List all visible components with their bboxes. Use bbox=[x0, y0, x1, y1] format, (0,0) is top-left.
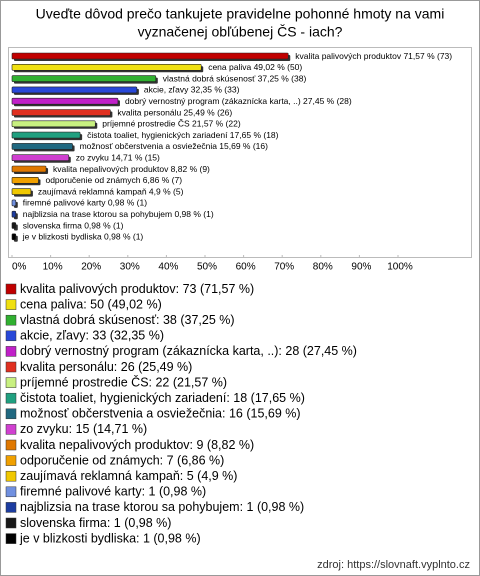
legend-label: odporučenie od známych: 7 (6,86 %) bbox=[20, 453, 224, 467]
legend-label: najblizsia na trase ktorou sa pohybujem:… bbox=[20, 500, 304, 514]
bar bbox=[11, 120, 96, 128]
legend-label: akcie, zľavy: 33 (32,35 %) bbox=[20, 329, 164, 343]
x-tick-label: 50% bbox=[197, 262, 217, 273]
legend-label: kvalita palivových produktov: 73 (71,57 … bbox=[20, 282, 254, 296]
bar-label: slovenska firma 0,98 % (1) bbox=[23, 220, 124, 230]
legend-label: je v blizkosti bydliska: 1 (0,98 %) bbox=[19, 531, 201, 545]
legend-swatch bbox=[5, 517, 17, 529]
bar bbox=[11, 52, 289, 60]
x-tick-label: 60% bbox=[236, 262, 256, 273]
legend-swatch bbox=[5, 533, 17, 544]
legend-swatch bbox=[5, 283, 17, 295]
bar-label: najblizsia na trase ktorou sa pohybujem … bbox=[23, 209, 214, 219]
x-tick-label: 10% bbox=[43, 262, 63, 273]
legend-label: cena paliva: 50 (49,02 %) bbox=[20, 297, 162, 311]
legend-label: slovenska firma: 1 (0,98 %) bbox=[20, 516, 171, 530]
x-tick-label: 0% bbox=[12, 262, 27, 273]
legend-swatch bbox=[5, 361, 17, 373]
legend-label: vlastná dobrá skúsenosť: 38 (37,25 %) bbox=[20, 313, 235, 327]
bar-label: kvalita palivových produktov 71,57 % (73… bbox=[295, 51, 452, 61]
legend-swatch bbox=[5, 346, 17, 357]
bar bbox=[11, 143, 73, 150]
x-tick-label: 90% bbox=[351, 262, 371, 273]
bar-label: kvalita personálu 25,49 % (26) bbox=[117, 107, 232, 117]
bar bbox=[11, 177, 39, 184]
bar-label: je v blizkosti bydliska 0,98 % (1) bbox=[22, 232, 144, 242]
bar-label: cena paliva 49,02 % (50) bbox=[208, 62, 302, 72]
legend-swatch bbox=[5, 392, 17, 404]
bar-label: dobrý vernostný program (zákaznícka kart… bbox=[125, 96, 352, 106]
bar bbox=[11, 109, 111, 116]
legend-swatch bbox=[5, 408, 17, 420]
bar bbox=[11, 131, 81, 139]
legend-label: dobrý vernostný program (zákaznícka kart… bbox=[20, 344, 357, 358]
bar-label: kvalita nepalivových produktov 8,82 % (9… bbox=[53, 164, 210, 174]
legend-label: možnosť občerstvenia a osviežečnia: 16 (… bbox=[20, 407, 301, 421]
bar-label: možnosť občerstvenia a osviežečnia 15,69… bbox=[80, 141, 269, 151]
bar-label: vlastná dobrá skúsenosť 37,25 % (38) bbox=[163, 73, 307, 83]
bar bbox=[11, 64, 202, 71]
legend-label: kvalita nepalivových produktov: 9 (8,82 … bbox=[20, 438, 254, 452]
bar-label: zo zvyku 14,71 % (15) bbox=[76, 152, 160, 162]
bar bbox=[11, 188, 32, 195]
legend-swatch bbox=[5, 330, 17, 342]
x-tick-label: 80% bbox=[313, 262, 333, 273]
bar bbox=[11, 199, 17, 207]
bar bbox=[11, 210, 17, 218]
legend-label: čistota toaliet, hygienických zariadení:… bbox=[20, 391, 305, 405]
bar bbox=[11, 222, 17, 229]
bar-label: odporučenie od známych 6,86 % (7) bbox=[45, 175, 182, 185]
legend-label: zaujímavá reklamná kampaň: 5 (4,9 %) bbox=[20, 469, 237, 483]
bar-label: zaujímavá reklamná kampaň 4,9 % (5) bbox=[38, 186, 184, 196]
chart-title: vyznačenej obľúbenej ČS - iach? bbox=[138, 24, 343, 40]
legend-label: firemné palivové karty: 1 (0,98 %) bbox=[20, 485, 206, 499]
legend-swatch bbox=[5, 314, 17, 326]
legend-swatch bbox=[5, 439, 17, 451]
x-tick-label: 20% bbox=[81, 262, 101, 273]
legend-label: zo zvyku: 15 (14,71 %) bbox=[20, 422, 147, 436]
bar bbox=[11, 233, 17, 241]
x-tick-label: 100% bbox=[387, 262, 413, 273]
legend-swatch bbox=[5, 486, 17, 498]
x-tick-label: 70% bbox=[274, 262, 294, 273]
x-tick-label: 30% bbox=[120, 262, 140, 273]
legend-swatch bbox=[5, 502, 17, 513]
bar-label: firemné palivové karty 0,98 % (1) bbox=[23, 198, 147, 208]
bar bbox=[11, 75, 157, 82]
chart-title: Uveďte dôvod prečo tankujete pravidelne … bbox=[36, 6, 445, 22]
legend-swatch bbox=[5, 424, 17, 435]
bar bbox=[11, 165, 47, 173]
bar bbox=[11, 86, 138, 94]
legend-label: kvalita personálu: 26 (25,49 %) bbox=[20, 360, 192, 374]
legend-swatch bbox=[5, 470, 17, 482]
bar-label: akcie, zľavy 32,35 % (33) bbox=[144, 85, 240, 95]
legend-swatch bbox=[5, 299, 17, 310]
footer: zdroj: https://slovnaft.vyplnto.cz bbox=[317, 559, 470, 571]
legend-swatch bbox=[5, 377, 17, 388]
bar bbox=[11, 154, 70, 161]
bar bbox=[11, 97, 119, 105]
bar-label: príjemné prostredie ČS 21,57 % (22) bbox=[102, 119, 241, 129]
bar-label: čistota toaliet, hygienických zariadení … bbox=[87, 130, 279, 140]
legend-label: príjemné prostredie ČS: 22 (21,57 %) bbox=[20, 374, 227, 389]
x-tick-label: 40% bbox=[158, 262, 178, 273]
legend-swatch bbox=[5, 455, 17, 466]
